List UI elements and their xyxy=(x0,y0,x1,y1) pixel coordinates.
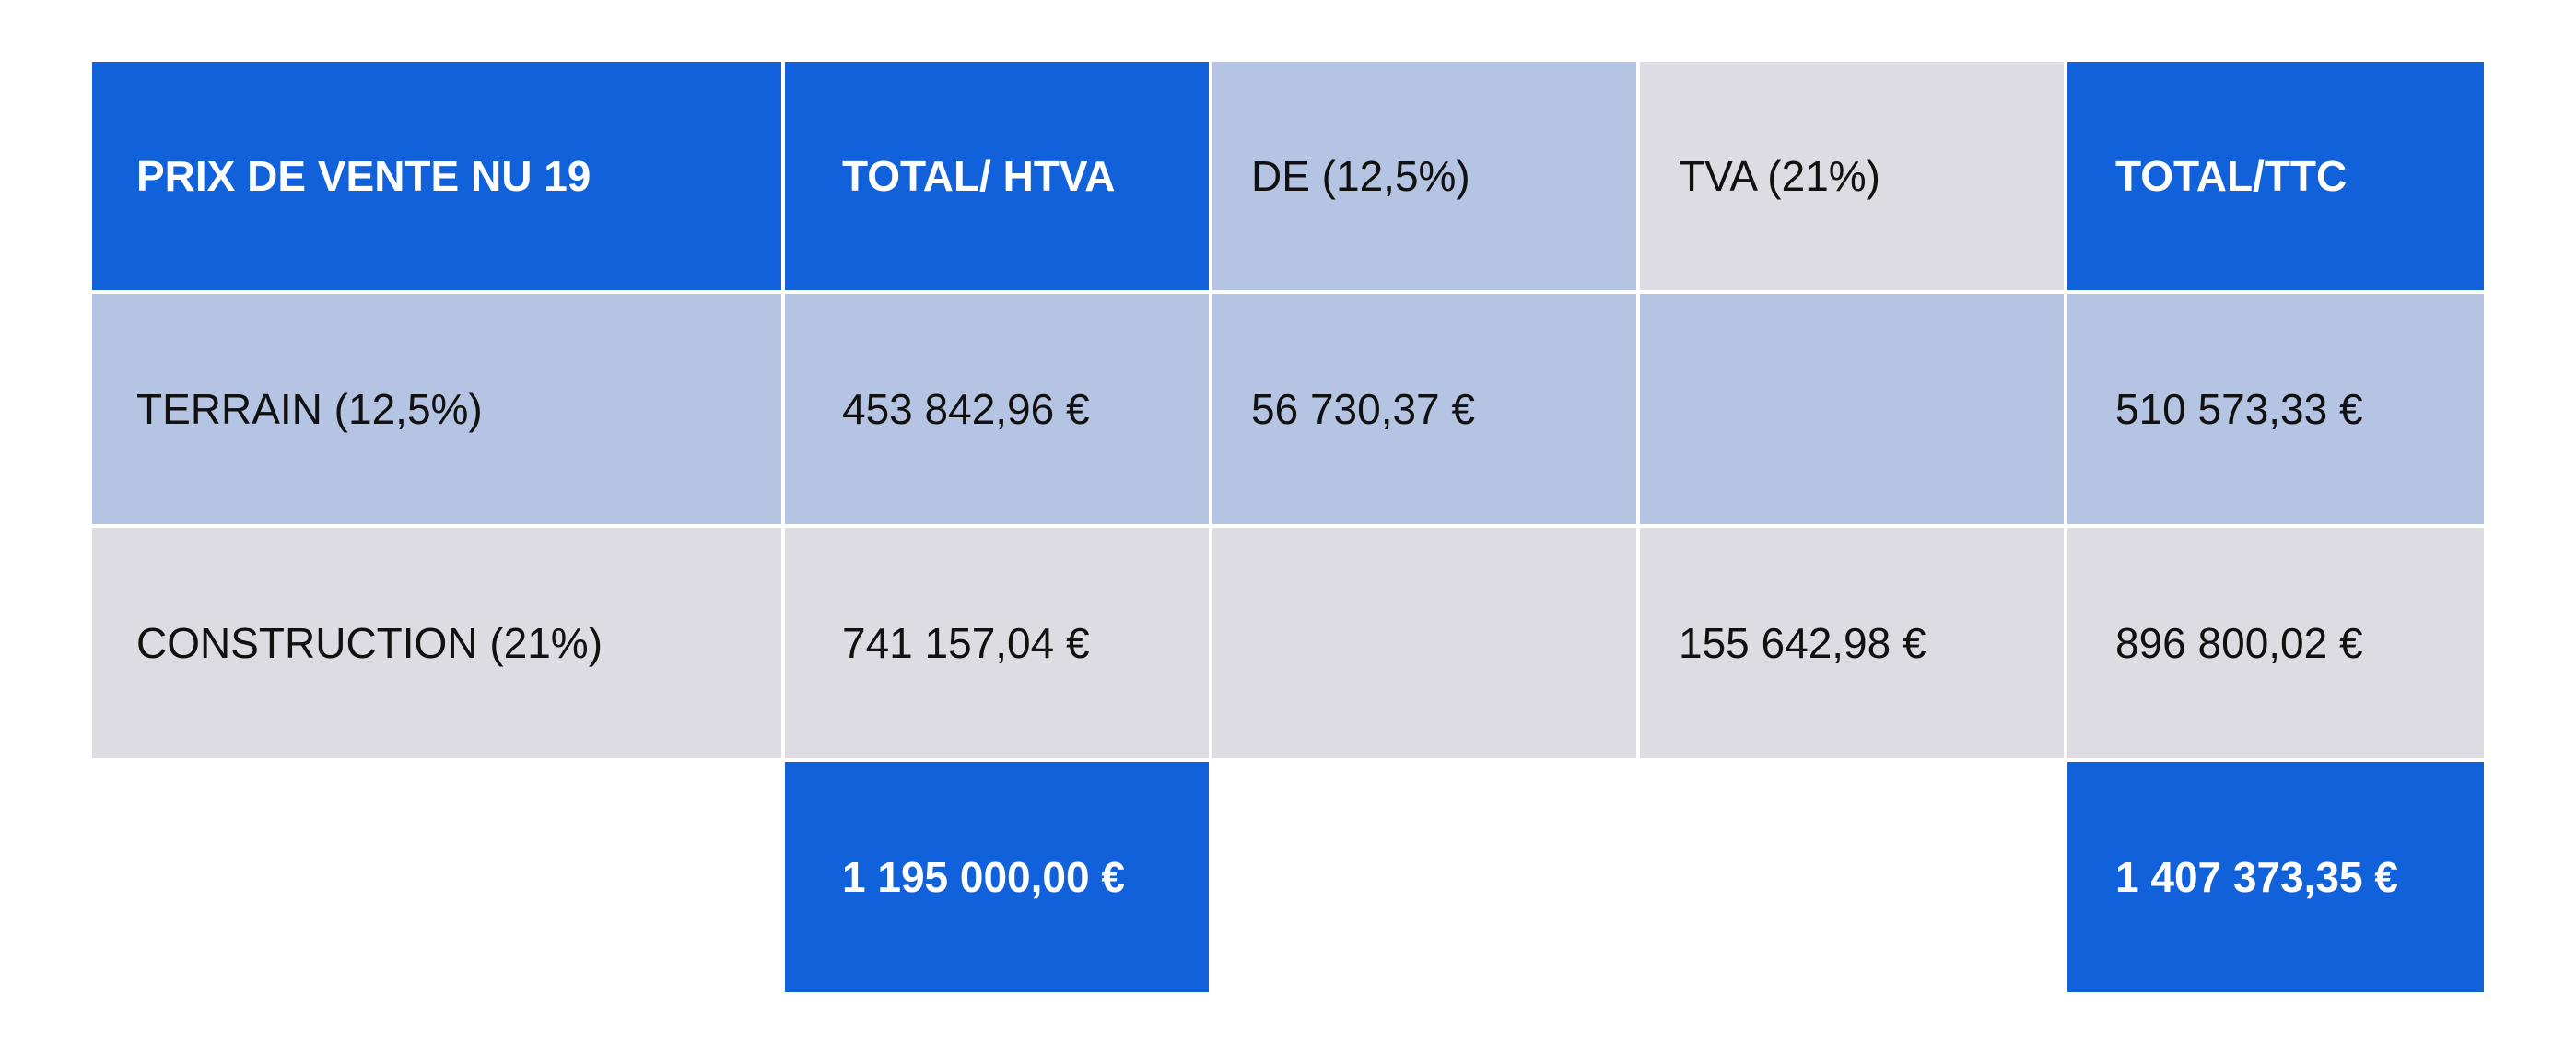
totals-empty-tva xyxy=(1640,762,2064,992)
row-terrain-de: 56 730,37 € xyxy=(1212,294,1636,524)
header-total-htva: TOTAL/ HTVA xyxy=(785,62,1209,290)
row-terrain-label: TERRAIN (12,5%) xyxy=(92,294,781,524)
row-construction-ttc: 896 800,02 € xyxy=(2067,528,2484,758)
price-table: PRIX DE VENTE NU 19 TOTAL/ HTVA DE (12,5… xyxy=(92,62,2484,992)
totals-empty-de xyxy=(1212,762,1636,992)
header-total-ttc: TOTAL/TTC xyxy=(2067,62,2484,290)
row-construction-de xyxy=(1212,528,1636,758)
header-tva: TVA (21%) xyxy=(1640,62,2064,290)
totals-empty-label xyxy=(92,762,781,992)
header-de: DE (12,5%) xyxy=(1212,62,1636,290)
row-terrain-htva: 453 842,96 € xyxy=(785,294,1209,524)
total-htva: 1 195 000,00 € xyxy=(785,762,1209,992)
row-construction-tva: 155 642,98 € xyxy=(1640,528,2064,758)
row-terrain-tva xyxy=(1640,294,2064,524)
total-ttc: 1 407 373,35 € xyxy=(2067,762,2484,992)
row-construction-htva: 741 157,04 € xyxy=(785,528,1209,758)
row-construction-label: CONSTRUCTION (21%) xyxy=(92,528,781,758)
row-terrain-ttc: 510 573,33 € xyxy=(2067,294,2484,524)
header-prix-de-vente: PRIX DE VENTE NU 19 xyxy=(92,62,781,290)
